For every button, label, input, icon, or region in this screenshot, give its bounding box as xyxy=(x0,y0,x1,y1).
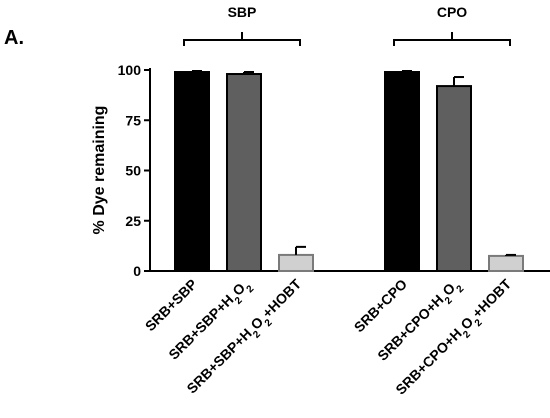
group-brackets: SBP CPO xyxy=(183,4,511,46)
bar xyxy=(174,71,210,273)
y-tick-label: 25 xyxy=(125,213,141,229)
group-bracket xyxy=(183,32,301,46)
y-tick-label: 100 xyxy=(118,62,142,78)
bar xyxy=(278,253,314,272)
panel-label: A. xyxy=(4,27,24,49)
y-tick-label: 75 xyxy=(125,112,141,128)
group-bracket xyxy=(393,32,511,46)
group-label: SBP xyxy=(228,4,257,20)
group-label: CPO xyxy=(437,4,467,20)
axes: 0 25 50 75 100 xyxy=(118,62,550,279)
x-category-label: SRB+SBP+H2O2+HOBT xyxy=(183,275,308,400)
y-axis-label: % Dye remaining xyxy=(91,106,108,235)
bars xyxy=(174,70,524,273)
bar xyxy=(384,71,420,273)
x-category-label: SRB+CPO+H2O2+HOBT xyxy=(392,275,518,401)
y-tick-label: 50 xyxy=(125,163,141,179)
bar xyxy=(226,73,262,272)
bar xyxy=(436,85,472,272)
y-tick-label: 0 xyxy=(133,263,141,279)
bar xyxy=(488,254,524,273)
